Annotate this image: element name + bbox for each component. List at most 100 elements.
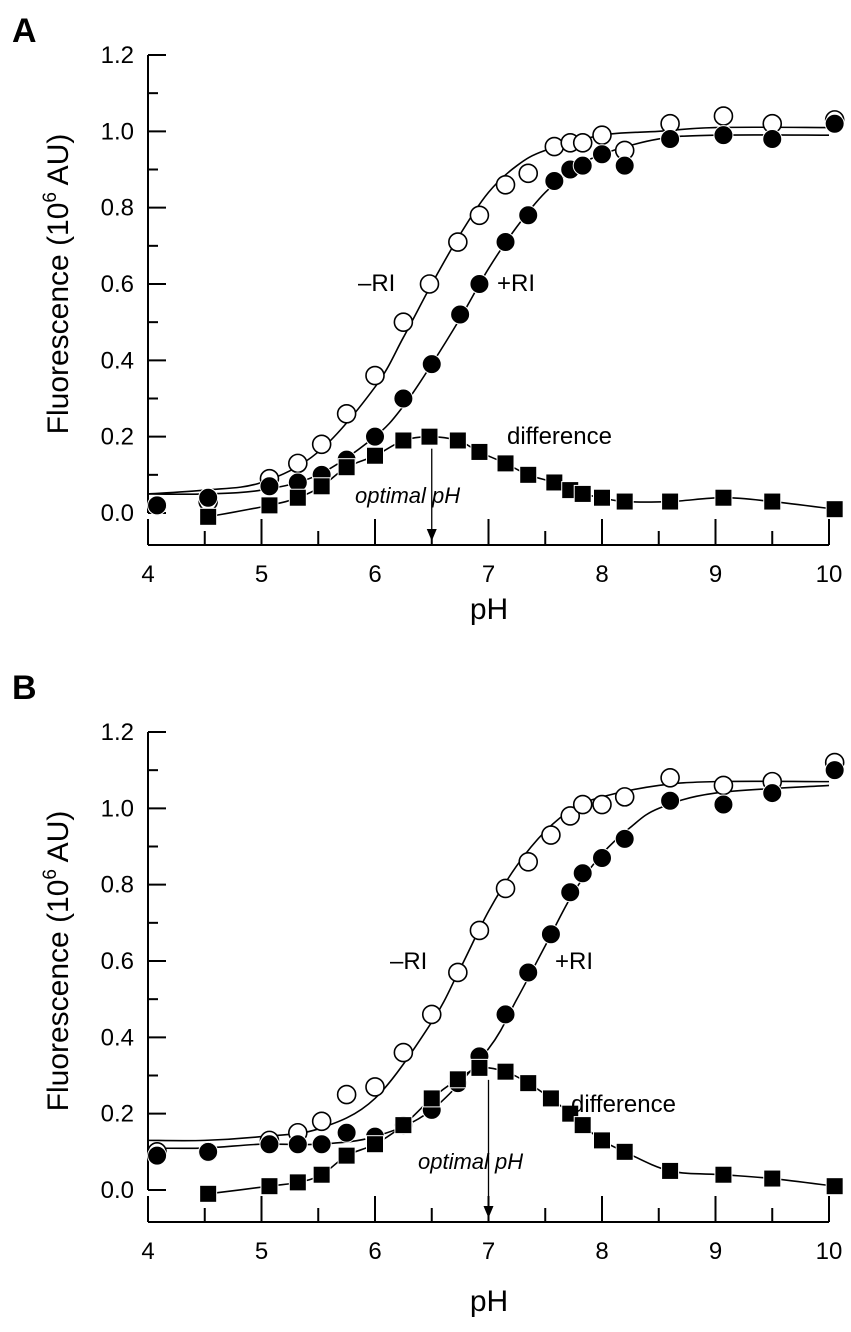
point-minus-ri [518,851,539,872]
y-tick-label: 0.4 [101,1024,134,1051]
point-minus-ri [311,1111,332,1132]
y-tick-label: 0.6 [101,271,134,298]
optimal-ph-arrowhead [483,1206,494,1218]
point-plus-ri [518,962,539,983]
y-tick-label: 0.0 [101,1177,134,1204]
point-difference [312,1165,331,1184]
point-plus-ri [336,1122,357,1143]
point-plus-ri [824,760,845,781]
point-minus-ri [393,1042,414,1063]
series-label-minus-ri: –RI [358,270,395,297]
y-axis-title: Fluorescence (106 AU) [40,134,75,435]
point-plus-ri [614,828,635,849]
x-axis-title: pH [470,1285,508,1318]
point-difference [519,1074,538,1093]
point-plus-ri [614,155,635,176]
y-axis-title-unit: AU) [42,811,75,869]
data-marks [147,106,845,526]
point-plus-ri [762,783,783,804]
point-minus-ri [336,403,357,424]
y-axis-title: Fluorescence (106 AU) [40,811,75,1112]
point-minus-ri [713,775,734,796]
point-minus-ri [560,806,581,826]
point-plus-ri [572,155,593,176]
point-plus-ri [560,882,581,903]
point-difference [422,1089,441,1108]
x-tick-label: 6 [368,1238,381,1265]
y-tick-label: 0.6 [101,948,134,975]
point-plus-ri [660,790,681,811]
point-difference [288,1173,307,1192]
panel-letter-b: B [12,669,37,707]
point-plus-ri [592,847,612,868]
point-minus-ri [660,767,680,788]
x-tick-label: 4 [141,561,154,588]
y-axis-title-exponent: 6 [40,869,61,880]
point-minus-ri [448,232,468,252]
point-plus-ri [198,1141,219,1162]
optimal-ph-arrowhead [426,529,437,541]
point-plus-ri [198,487,219,508]
point-difference [593,1131,611,1150]
point-difference [337,458,356,477]
y-tick-label: 0.2 [101,424,134,451]
fit-curve-minus-ri [147,780,830,1142]
point-difference [470,442,489,461]
point-minus-ri [614,787,635,807]
axis-ticks: 0.0 0.2 0.4 0.6 0.8 1.0 1.2 4 5 6 7 8 9 10 [101,719,843,1265]
fit-curves [147,126,835,518]
point-plus-ri [572,863,593,884]
x-tick-label: 5 [255,1238,268,1265]
point-minus-ri [572,794,593,815]
point-difference [661,1161,680,1180]
x-tick-label: 5 [255,561,268,588]
point-plus-ri [147,1145,168,1166]
point-plus-ri [469,274,490,294]
point-difference [312,477,331,496]
point-difference [260,496,279,515]
point-minus-ri [713,106,734,126]
point-plus-ri [147,495,168,516]
point-difference [337,1146,356,1165]
point-minus-ri [288,453,308,474]
point-minus-ri [393,312,414,332]
point-minus-ri [336,1084,357,1105]
point-difference [420,427,439,446]
point-difference [615,1142,634,1161]
x-tick-label: 9 [709,561,722,588]
x-axis-title: pH [470,593,508,626]
point-difference [825,1177,844,1196]
point-plus-ri [518,205,539,226]
point-minus-ri [419,274,440,294]
point-minus-ri [544,136,565,157]
fit-curve-plus-ri [147,784,830,1150]
point-minus-ri [592,794,612,815]
x-tick-label: 9 [709,1238,722,1265]
point-difference [714,1165,733,1184]
y-axis-title-exponent: 6 [40,192,61,203]
point-minus-ri [421,1004,442,1025]
point-plus-ri [450,304,471,325]
y-tick-label: 0.8 [101,195,134,222]
optimal-ph-label: optimal pH [355,483,460,508]
y-axis-title-main: Fluorescence (10 [42,880,75,1112]
point-plus-ri [592,144,612,165]
point-difference [825,500,844,519]
point-plus-ri [495,1004,516,1025]
point-difference [199,507,218,526]
series-label-difference: difference [507,423,612,450]
x-tick-label: 6 [368,561,381,588]
y-tick-label: 0.2 [101,1101,134,1128]
point-minus-ri [469,205,490,226]
fit-curve-plus-ri [147,134,830,495]
optimal-ph-label: optimal pH [418,1149,523,1174]
y-tick-label: 0.4 [101,347,134,374]
panel-b: B 0.00.20.40.60.81.01.24 5 6 7 8 9 10 –RI +RI … [12,669,845,1318]
series-label-plus-ri: +RI [497,270,535,297]
point-difference [394,431,413,450]
y-tick-label: 1.0 [101,795,134,822]
point-difference [199,1184,218,1203]
y-axis-title-main: Fluorescence (10 [42,203,75,435]
point-plus-ri [495,232,516,253]
